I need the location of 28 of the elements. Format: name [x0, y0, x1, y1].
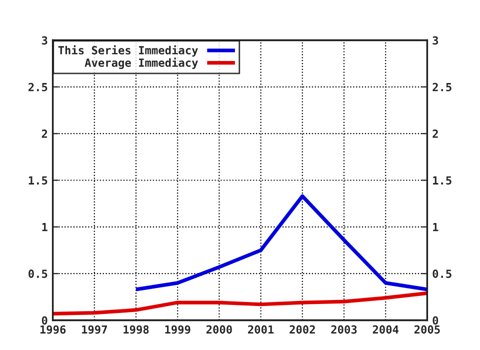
legend-label: Average Immediacy [84, 58, 198, 70]
y2-tick-label: 1 [433, 223, 438, 232]
y2-tick-label: 3 [432, 36, 438, 45]
y-tick-label: 0.5 [28, 270, 48, 278]
y2-tick-label: 1.5 [433, 176, 452, 185]
x-tick-label: 1997 [82, 325, 107, 334]
line-series [134, 194, 428, 292]
y-tick-label: 1.5 [28, 176, 48, 185]
x-tick-label: 1998 [124, 325, 149, 334]
y2-tick-label: 0.5 [432, 270, 452, 278]
x-tick-label: 2005 [414, 325, 440, 334]
line-series [52, 291, 428, 316]
legend-label: This Series Immediacy [58, 45, 198, 57]
x-tick-label: 1996 [40, 325, 66, 334]
y-tick-label: 2.5 [28, 82, 48, 92]
y-tick-label: 2 [42, 130, 48, 138]
x-tick-label: 2004 [372, 325, 398, 334]
y2-tick-label: 2.5 [432, 82, 452, 92]
y-tick-label: 3 [42, 36, 48, 45]
y-tick-label: 0 [42, 316, 48, 325]
x-tick-label: 2001 [248, 325, 274, 334]
y-tick-label: 1 [42, 223, 48, 232]
x-tick-label: 2000 [206, 325, 232, 334]
y2-tick-label: 0 [432, 316, 438, 325]
x-tick-label: 1999 [165, 325, 190, 334]
x-tick-label: 2003 [331, 325, 357, 334]
x-tick-label: 2002 [290, 325, 315, 334]
y2-tick-label: 2 [432, 130, 438, 138]
